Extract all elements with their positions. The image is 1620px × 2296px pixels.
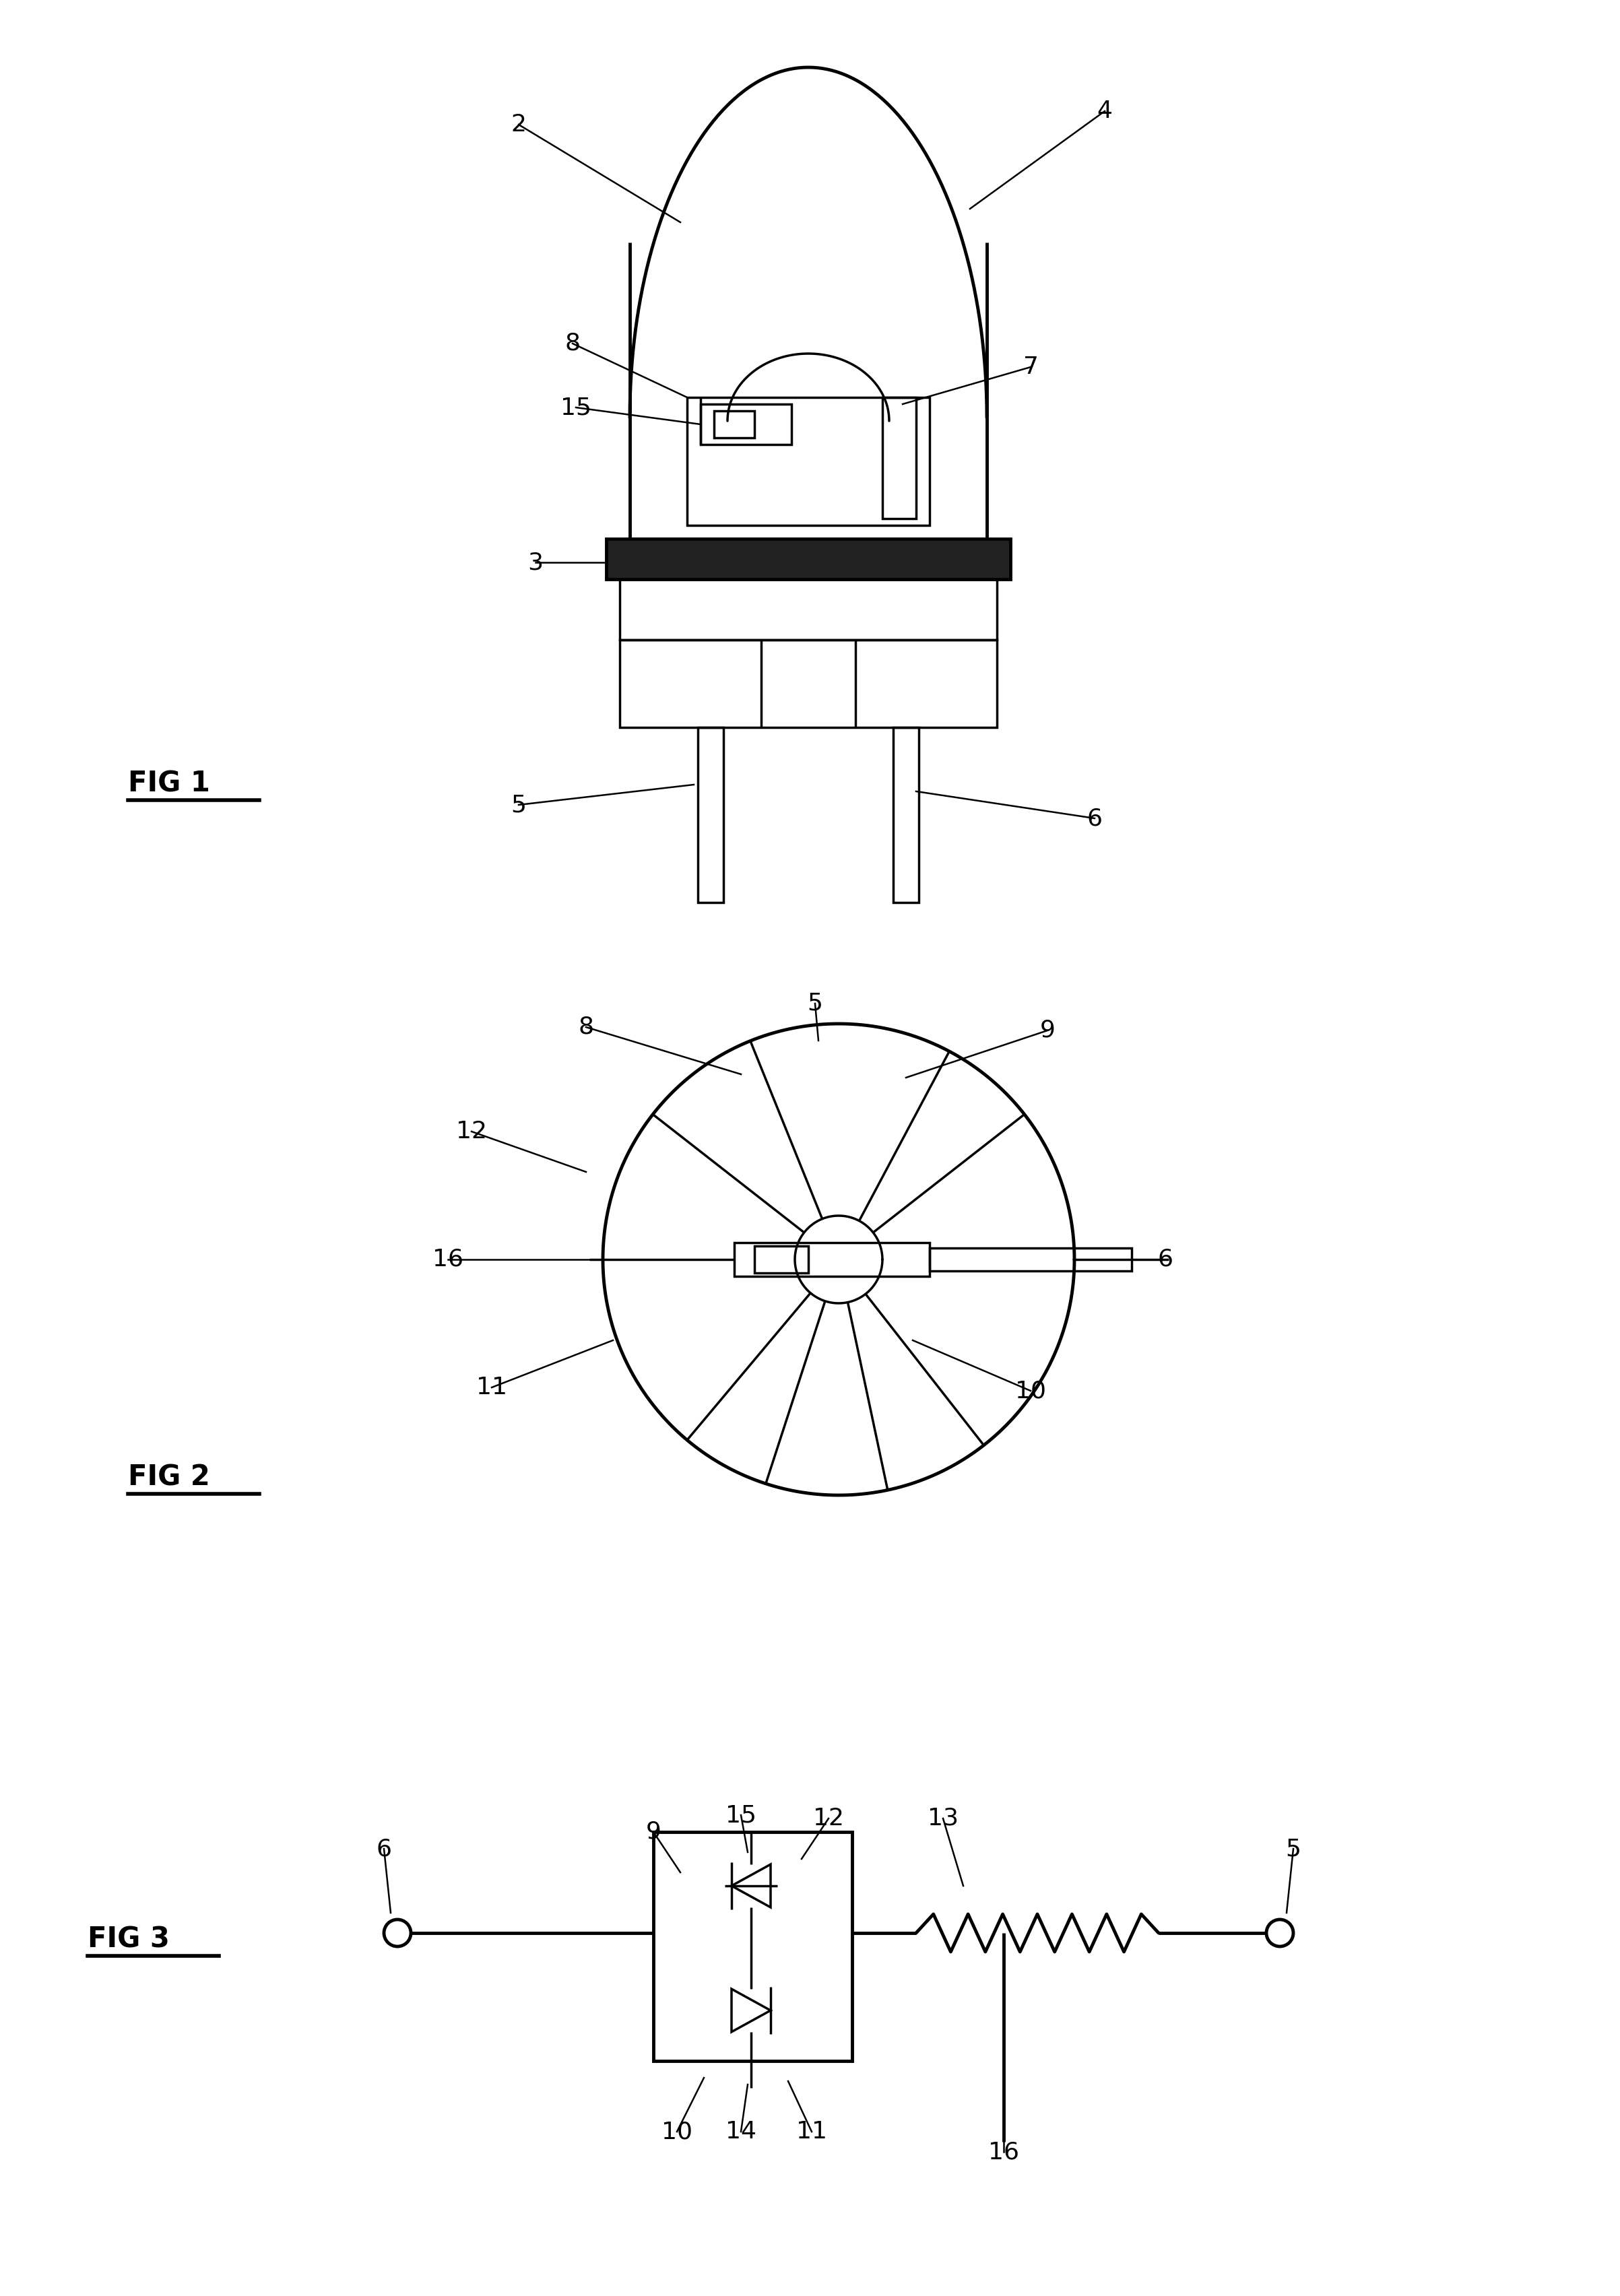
Text: 5: 5 [807, 992, 823, 1015]
Text: 12: 12 [455, 1120, 488, 1143]
Bar [883, 397, 915, 519]
Text: 5: 5 [510, 794, 527, 817]
Text: 9: 9 [1040, 1019, 1055, 1042]
Text: 3: 3 [528, 551, 543, 574]
Bar [653, 1832, 852, 2062]
Text: 5: 5 [1286, 1837, 1301, 1860]
Text: 15: 15 [561, 395, 591, 418]
Text: 11: 11 [476, 1375, 507, 1398]
Text: 6: 6 [1158, 1249, 1173, 1272]
Text: 13: 13 [928, 1807, 959, 1830]
Text: 10: 10 [661, 2119, 692, 2142]
Text: 6: 6 [376, 1837, 392, 1860]
Text: 15: 15 [726, 1805, 757, 1828]
Text: 2: 2 [510, 113, 527, 135]
Bar [620, 579, 996, 641]
Bar [734, 1242, 930, 1277]
Text: 16: 16 [433, 1249, 463, 1272]
Bar [620, 641, 996, 728]
Text: 9: 9 [646, 1821, 661, 1844]
Bar [698, 728, 724, 902]
Text: FIG 2: FIG 2 [128, 1463, 211, 1492]
Text: FIG 3: FIG 3 [87, 1926, 170, 1954]
Text: 10: 10 [1016, 1380, 1047, 1403]
Bar [714, 411, 755, 439]
Text: 16: 16 [988, 2140, 1019, 2163]
Bar [700, 404, 792, 445]
Bar [930, 1249, 1132, 1272]
Text: 8: 8 [578, 1015, 595, 1038]
Text: 6: 6 [1087, 806, 1102, 829]
Text: FIG 1: FIG 1 [128, 769, 211, 799]
Text: 11: 11 [795, 2119, 828, 2142]
Text: 8: 8 [565, 333, 580, 356]
Bar [606, 540, 1011, 579]
Text: 7: 7 [1022, 356, 1038, 379]
Text: 12: 12 [813, 1807, 844, 1830]
Bar [687, 397, 930, 526]
Bar [755, 1247, 808, 1272]
Bar [893, 728, 919, 902]
Text: 14: 14 [726, 2119, 757, 2142]
Text: 4: 4 [1097, 99, 1113, 122]
